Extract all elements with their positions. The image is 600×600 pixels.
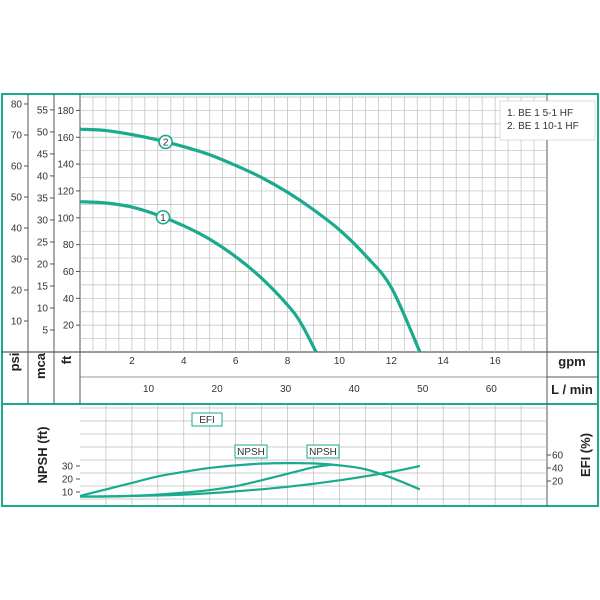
gpm-axis-label: gpm <box>558 354 585 369</box>
mca-tick-label: 5 <box>42 325 48 336</box>
psi-tick-label: 70 <box>11 130 23 141</box>
top-grid <box>80 96 547 352</box>
psi-tick-label: 20 <box>11 285 23 296</box>
ft-tick-label: 140 <box>57 160 74 171</box>
ft-tick-label: 40 <box>63 294 75 305</box>
psi-tick-label: 10 <box>11 316 23 327</box>
mca-tick-label: 10 <box>37 303 49 314</box>
series-label-npsh: NPSH <box>309 447 337 458</box>
ft-tick-label: 60 <box>63 267 75 278</box>
npsh-tick-label: 30 <box>62 462 74 473</box>
lmin-tick-label: 30 <box>280 384 292 395</box>
pump-curve-2 <box>79 127 422 353</box>
psi-tick-label: 50 <box>11 192 23 203</box>
lmin-axis-label: L / min <box>551 382 593 397</box>
legend-entry: 2. BE 1 10-1 HF <box>507 121 579 132</box>
gpm-tick-label: 14 <box>438 356 450 367</box>
curve-marker-label: 1 <box>160 213 166 224</box>
mca-tick-label: 45 <box>37 149 49 160</box>
efi-tick-label: 20 <box>552 477 564 488</box>
efi-tick-label: 60 <box>552 451 564 462</box>
gpm-tick-label: 6 <box>233 356 239 367</box>
mca-tick-label: 25 <box>37 237 49 248</box>
ft-tick-label: 180 <box>57 106 74 117</box>
npsh-tick-label: 20 <box>62 475 74 486</box>
efi-axis-label: EFI (%) <box>578 433 593 477</box>
gpm-tick-label: 2 <box>129 356 135 367</box>
gpm-tick-label: 8 <box>285 356 291 367</box>
mca-tick-label: 50 <box>37 127 49 138</box>
curve-marker-2 <box>158 134 173 150</box>
ft-tick-label: 120 <box>57 186 74 197</box>
pump-curve-1 <box>79 200 318 353</box>
ft-tick-label: 80 <box>63 240 75 251</box>
mca-tick-label: 35 <box>37 193 49 204</box>
ft-tick-label: 20 <box>63 321 75 332</box>
psi-tick-label: 40 <box>11 223 23 234</box>
legend-entry: 1. BE 1 5-1 HF <box>507 108 573 119</box>
lmin-tick-label: 40 <box>349 384 361 395</box>
npsh-axis-label: NPSH (ft) <box>35 426 50 483</box>
psi-axis-label: psi <box>7 353 22 372</box>
lmin-tick-label: 50 <box>417 384 429 395</box>
lmin-tick-label: 10 <box>143 384 155 395</box>
curve-marker-1 <box>155 209 171 225</box>
mca-tick-label: 30 <box>37 215 49 226</box>
gpm-tick-label: 10 <box>334 356 346 367</box>
series-label-efi: EFI <box>199 415 215 426</box>
ft-tick-label: 160 <box>57 133 74 144</box>
gpm-tick-label: 12 <box>386 356 398 367</box>
bottom-curve-1 <box>79 462 421 497</box>
lmin-tick-label: 20 <box>212 384 224 395</box>
efi-tick-label: 40 <box>552 464 564 475</box>
series-label-npsh: NPSH <box>237 447 265 458</box>
npsh-tick-label: 10 <box>62 488 74 499</box>
series-label-box <box>306 444 340 459</box>
legend-box <box>499 100 596 141</box>
outer-frame <box>1 93 599 507</box>
mca-tick-label: 55 <box>37 105 49 116</box>
gpm-tick-label: 16 <box>490 356 502 367</box>
ft-tick-label: 100 <box>57 213 74 224</box>
bottom-grid <box>80 405 547 505</box>
psi-tick-label: 80 <box>11 99 23 110</box>
lmin-tick-label: 60 <box>486 384 498 395</box>
series-label-box <box>234 444 268 459</box>
curve-marker-label: 2 <box>163 137 169 148</box>
psi-tick-label: 60 <box>11 161 23 172</box>
mca-axis-label: mca <box>33 352 48 379</box>
mca-tick-label: 15 <box>37 281 49 292</box>
mca-tick-label: 20 <box>37 259 49 270</box>
mca-tick-label: 40 <box>37 171 49 182</box>
bottom-curve-3 <box>79 464 421 498</box>
gpm-tick-label: 4 <box>181 356 187 367</box>
ft-axis-label: ft <box>59 355 74 364</box>
series-label-box <box>191 412 223 427</box>
psi-tick-label: 30 <box>11 254 23 265</box>
